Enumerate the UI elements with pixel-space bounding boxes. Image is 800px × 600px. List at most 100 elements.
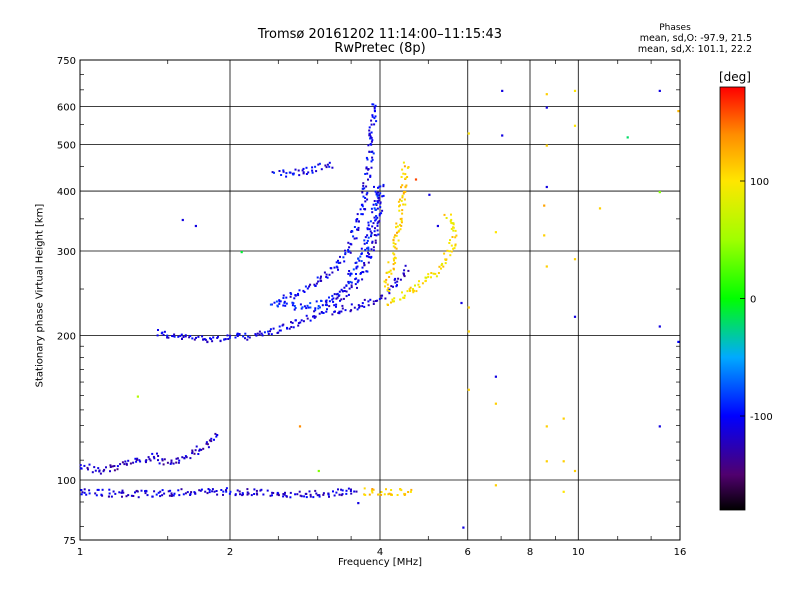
echo-point — [181, 338, 183, 340]
echo-point — [209, 337, 211, 340]
echo-point — [173, 335, 176, 338]
echo-point — [156, 452, 158, 455]
echo-point — [380, 491, 383, 493]
echo-point — [124, 460, 127, 463]
echo-point — [303, 495, 306, 498]
echo-point — [404, 173, 407, 176]
echo-point — [102, 470, 105, 473]
echo-point — [362, 182, 365, 185]
echo-point — [177, 461, 180, 464]
y-tick-label: 600 — [57, 103, 76, 114]
echo-point — [400, 199, 403, 202]
echo-point — [369, 135, 372, 138]
echo-point — [304, 492, 307, 495]
echo-point — [271, 494, 273, 497]
echo-point — [207, 488, 210, 490]
echo-point — [406, 290, 409, 293]
echo-point — [108, 492, 111, 495]
echo-point — [357, 226, 360, 229]
echo-point — [314, 309, 317, 312]
echo-point — [374, 219, 377, 222]
echo-point — [372, 246, 375, 249]
echo-point — [401, 291, 403, 294]
echo-point — [403, 492, 406, 495]
echo-point — [368, 126, 371, 129]
echo-point — [427, 273, 430, 276]
echo-point — [454, 236, 457, 239]
echo-point — [161, 458, 164, 461]
echo-point — [385, 488, 387, 491]
echo-point — [125, 463, 128, 466]
x-tick-label: 4 — [377, 547, 383, 558]
echo-point — [208, 439, 211, 442]
colorbar-unit: [deg] — [719, 70, 751, 84]
echo-point — [369, 230, 372, 233]
echo-point — [377, 194, 380, 197]
echo-point — [361, 191, 364, 194]
echo-point — [376, 299, 379, 302]
echo-point — [222, 493, 224, 496]
echo-point — [289, 491, 292, 494]
echo-point — [360, 213, 363, 216]
echo-point — [305, 173, 308, 175]
echo-point — [319, 277, 322, 280]
echo-point — [161, 459, 164, 462]
echo-point — [365, 185, 368, 188]
echo-point — [269, 494, 272, 497]
echo-point — [223, 338, 226, 341]
echo-point — [333, 293, 336, 296]
echo-point — [374, 227, 376, 230]
echo-point — [202, 447, 205, 450]
echo-point — [136, 490, 139, 493]
echo-point — [370, 233, 373, 236]
echo-point — [328, 296, 330, 299]
scatter-point — [494, 231, 497, 234]
scatter-point — [240, 251, 243, 254]
echo-point — [327, 493, 330, 496]
echo-point — [356, 218, 359, 220]
echo-point — [385, 278, 388, 281]
echo-point — [116, 465, 119, 468]
echo-point — [255, 489, 258, 492]
echo-point — [279, 300, 282, 303]
echo-point — [355, 261, 358, 264]
echo-point — [284, 491, 286, 494]
scatter-point — [658, 89, 661, 92]
echo-point — [216, 434, 219, 436]
echo-point — [367, 224, 370, 227]
echo-point — [377, 197, 380, 200]
echo-point — [188, 336, 191, 339]
chart-subtitle: RwPretec (8p) — [334, 41, 426, 56]
phase-stats-o-mode: mean, sd,O: -97.9, 21.5 — [639, 33, 752, 44]
echo-point — [361, 187, 364, 190]
echo-point — [374, 104, 377, 107]
echo-point — [318, 312, 321, 315]
scatter-point — [562, 490, 565, 493]
echo-point — [353, 490, 356, 493]
echo-point — [373, 234, 376, 236]
echo-point — [375, 215, 378, 218]
echo-point — [181, 456, 184, 459]
y-tick-label: 500 — [57, 141, 76, 152]
echo-point — [298, 289, 301, 292]
echo-point — [350, 303, 353, 306]
echo-point — [401, 194, 404, 197]
echo-point — [407, 491, 410, 493]
echo-point — [300, 495, 303, 498]
echo-point — [88, 463, 91, 466]
echo-point — [338, 290, 341, 293]
echo-point — [173, 333, 176, 336]
echo-point — [373, 200, 376, 202]
echo-point — [395, 247, 398, 250]
echo-point — [449, 220, 452, 223]
echo-point — [86, 466, 89, 469]
echo-point — [349, 310, 352, 313]
echo-point — [291, 304, 294, 307]
echo-point — [320, 311, 323, 313]
echo-point — [370, 119, 373, 122]
echo-point — [282, 304, 285, 307]
echo-point — [393, 253, 396, 256]
echo-point — [282, 297, 285, 299]
echo-point — [377, 186, 379, 189]
echo-point — [360, 203, 363, 206]
